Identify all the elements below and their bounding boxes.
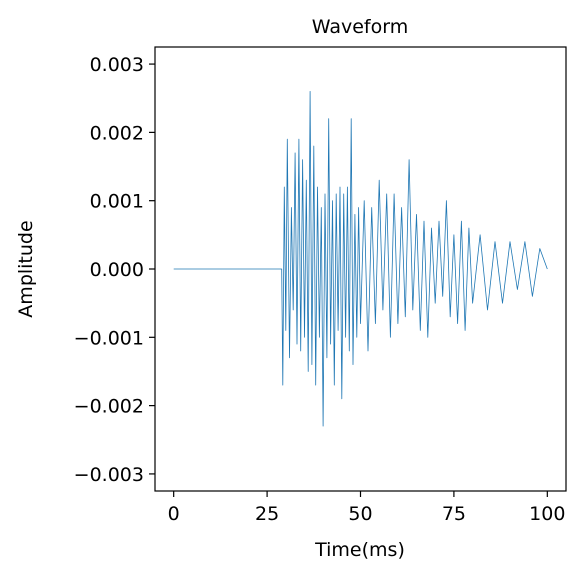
plot-area [173, 91, 548, 427]
y-axis: 0.003 0.002 0.001 0.000 −0.001 −0.002 −0.003 [74, 54, 155, 486]
y-axis-label: Amplitude [15, 220, 37, 317]
x-tick-label: 25 [255, 503, 279, 525]
x-tick-label: 75 [442, 503, 466, 525]
x-tick-label: 100 [529, 503, 565, 525]
chart-title: Waveform [312, 16, 408, 38]
x-tick-label: 0 [168, 503, 180, 525]
y-tick-label: 0.001 [90, 191, 144, 213]
y-tick-label: −0.002 [74, 396, 144, 418]
x-tick-label: 50 [348, 503, 372, 525]
x-axis: 0 25 50 75 100 [168, 491, 565, 525]
y-tick-label: 0.002 [90, 122, 144, 144]
y-tick-label: 0.003 [90, 54, 144, 76]
x-axis-label: Time(ms) [314, 539, 405, 561]
y-tick-label: −0.003 [74, 464, 144, 486]
y-tick-label: −0.001 [74, 327, 144, 349]
y-tick-label: 0.000 [90, 259, 144, 281]
waveform-series-line [173, 91, 548, 427]
